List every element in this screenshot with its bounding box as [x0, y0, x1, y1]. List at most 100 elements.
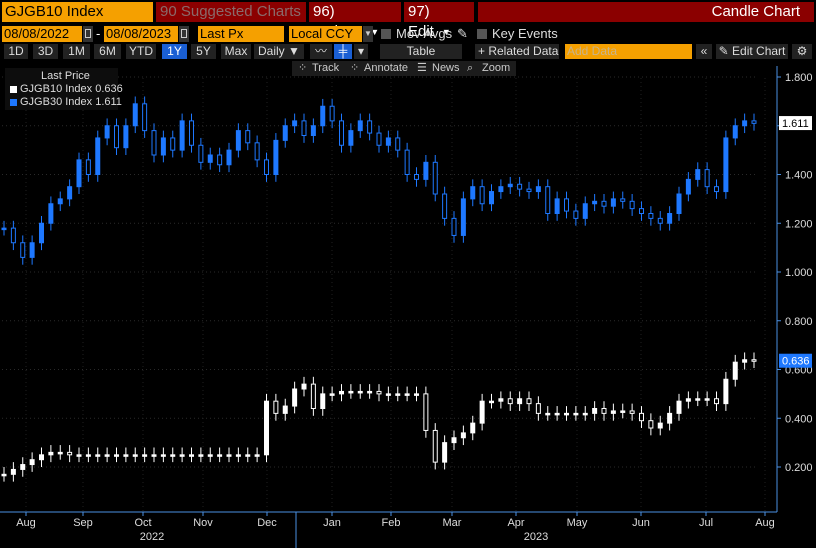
candle-body — [48, 203, 54, 224]
candle-body — [535, 186, 541, 193]
ticker-field[interactable]: GJGB10 Index — [2, 2, 153, 22]
pencil-icon[interactable]: ✎ — [457, 26, 468, 41]
annotate-button[interactable]: Annotate — [364, 62, 409, 74]
zoom-button[interactable]: Zoom — [482, 62, 511, 74]
candle-body — [10, 227, 16, 244]
candle-body — [170, 454, 176, 457]
candle-body — [517, 183, 523, 190]
candle-body — [507, 398, 513, 405]
candle-body — [667, 213, 673, 224]
candle-body — [723, 378, 729, 405]
news-button[interactable]: News — [432, 62, 460, 74]
candle-body — [714, 186, 719, 193]
candle-body — [414, 393, 419, 396]
end-date-field[interactable]: 08/08/2023 — [104, 26, 178, 42]
line-chart-icon[interactable]: 〰 — [310, 44, 332, 59]
candle-body — [273, 139, 279, 175]
legend-label: GJGB10 Index 0.636 — [20, 83, 123, 95]
collapse-icon[interactable]: « — [696, 44, 712, 59]
calendar-icon[interactable] — [83, 26, 93, 42]
candle-chart-icon[interactable]: ╪ — [334, 44, 352, 59]
candle-body — [489, 400, 494, 404]
period-3d-button[interactable]: 3D — [33, 44, 58, 59]
candle-body — [292, 388, 298, 407]
x-tick-label: Apr — [507, 517, 524, 529]
last-value-tag — [779, 116, 812, 131]
candle-body — [10, 468, 16, 475]
candle-body — [554, 198, 560, 214]
candle-body — [245, 454, 251, 457]
zoom-icon[interactable]: ⌕ — [467, 62, 474, 74]
candle-body — [507, 183, 513, 188]
year-label: 2022 — [140, 531, 164, 543]
edit-menu[interactable]: 97) Edit ▼ — [404, 2, 474, 40]
candle-body — [151, 130, 157, 156]
candle-body — [601, 408, 607, 414]
candle-body — [629, 410, 635, 414]
candle-body — [517, 398, 523, 405]
candle-body — [451, 217, 457, 236]
period-5y-button[interactable]: 5Y — [191, 44, 216, 59]
candle-body — [639, 208, 644, 214]
candle-body — [676, 193, 682, 214]
chevron-down-icon[interactable]: ▼ — [363, 26, 373, 42]
x-tick-label: Sep — [73, 517, 93, 529]
candle-body — [179, 120, 185, 151]
candle-body — [676, 400, 682, 414]
candle-body — [29, 242, 35, 258]
legend-label: GJGB30 Index 1.611 — [20, 96, 122, 108]
period-bar: 1D 3D 1M 6M YTD 1Y 5Y Max Daily ▼ 〰 ╪ ▾ … — [0, 44, 816, 60]
currency-selector[interactable]: Local CCY — [289, 26, 362, 42]
candle-body — [723, 137, 729, 193]
candle-body — [282, 405, 288, 414]
start-date-field[interactable]: 08/08/2022 — [2, 26, 82, 42]
candle-body — [639, 412, 644, 422]
period-1m-button[interactable]: 1M — [63, 44, 90, 59]
candle-body — [114, 454, 119, 457]
candle-body — [582, 203, 588, 219]
candle-body — [751, 120, 757, 124]
add-data-input[interactable]: Add Data — [565, 44, 692, 59]
annotate-icon[interactable]: ⁘ — [350, 62, 360, 74]
news-icon[interactable]: ☰ — [417, 62, 427, 74]
settings-bar: 08/08/2022 - 08/08/2023 Last Px Local CC… — [0, 26, 816, 43]
edit-chart-button[interactable]: ✎ Edit Chart — [716, 44, 788, 59]
candle-body — [339, 120, 344, 146]
x-tick-label: Feb — [382, 517, 401, 529]
track-icon[interactable]: ⁘ — [298, 62, 308, 74]
candle-body — [207, 454, 213, 457]
gear-icon[interactable]: ⚙ — [792, 44, 812, 59]
last-value-label: 0.636 — [782, 356, 810, 368]
candle-body — [732, 125, 738, 139]
candle-body — [573, 412, 579, 416]
candle-body — [1, 473, 7, 477]
period-ytd-button[interactable]: YTD — [126, 44, 156, 59]
field-selector[interactable]: Last Px — [198, 26, 284, 42]
candle-body — [301, 120, 307, 136]
candle-body — [76, 159, 82, 188]
y-tick-label: 0.800 — [785, 316, 813, 328]
period-1y-button[interactable]: 1Y — [162, 44, 187, 59]
table-button[interactable]: Table — [380, 44, 462, 59]
mov-avgs-checkbox[interactable] — [381, 29, 391, 39]
candle-body — [442, 442, 448, 463]
key-events-checkbox[interactable] — [477, 29, 487, 39]
related-data-button[interactable]: + Related Data — [475, 44, 559, 59]
candle-body — [329, 393, 335, 396]
period-1d-button[interactable]: 1D — [4, 44, 28, 59]
suggested-charts-menu[interactable]: 90 Suggested Charts — [156, 2, 306, 22]
candle-body — [292, 120, 298, 127]
period-6m-button[interactable]: 6M — [94, 44, 121, 59]
chevron-down-icon[interactable]: ▾ — [354, 44, 368, 59]
track-button[interactable]: Track — [312, 62, 340, 74]
candle-body — [432, 429, 438, 463]
candle-body — [207, 154, 213, 163]
candle-body — [160, 454, 166, 457]
frequency-dropdown[interactable]: Daily ▼ — [254, 44, 304, 59]
x-tick-label: May — [567, 517, 588, 529]
calendar-icon[interactable] — [179, 26, 189, 42]
candle-body — [1, 227, 7, 231]
candle-body — [423, 161, 429, 180]
period-max-button[interactable]: Max — [221, 44, 251, 59]
